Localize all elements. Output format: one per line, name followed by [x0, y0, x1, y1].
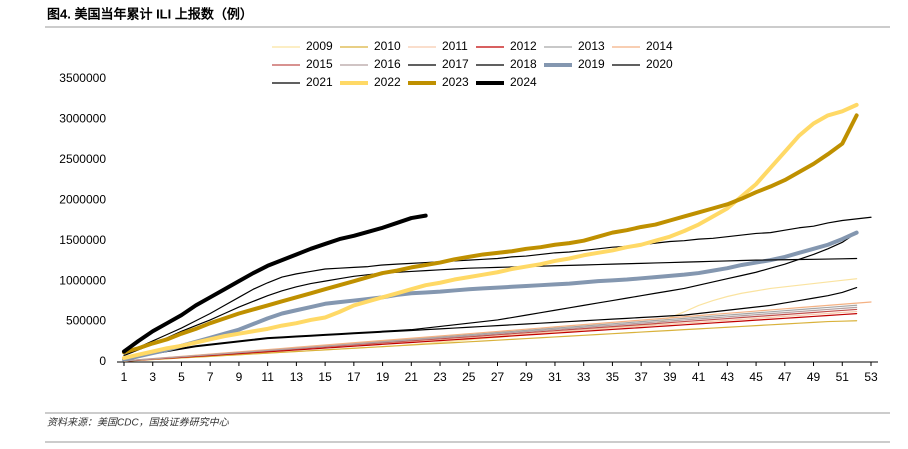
source: 资料来源：美国CDC，国投证券研究中心 — [47, 417, 230, 429]
chart-title: 图4. 美国当年累计 ILI 上报数（例） — [47, 6, 253, 21]
series-line — [122, 113, 859, 355]
x-tick-label: 49 — [807, 370, 821, 384]
x-tick-label: 37 — [634, 370, 648, 384]
y-tick-label: 1000000 — [59, 273, 106, 287]
x-tick-label: 51 — [836, 370, 850, 384]
x-tick-label: 39 — [663, 370, 677, 384]
y-tick-label: 3500000 — [59, 71, 106, 85]
series-line — [123, 320, 858, 362]
legend-label: 2009 — [306, 39, 333, 53]
y-tick-label: 2500000 — [59, 152, 106, 166]
x-tick-label: 9 — [236, 370, 243, 384]
y-tick-label: 0 — [99, 354, 106, 368]
legend-label: 2011 — [442, 39, 468, 53]
legend-label: 2016 — [374, 57, 401, 71]
series-line — [123, 313, 858, 362]
y-tick-label: 3000000 — [59, 112, 106, 126]
legend-label: 2018 — [510, 57, 537, 71]
legend-label: 2024 — [510, 75, 537, 89]
x-tick-label: 1 — [121, 370, 128, 384]
legend-label: 2014 — [646, 39, 673, 53]
x-tick-label: 5 — [178, 370, 185, 384]
x-tick-label: 43 — [721, 370, 735, 384]
series-line — [123, 301, 872, 362]
legend-label: 2023 — [442, 75, 469, 89]
x-tick-label: 47 — [778, 370, 792, 384]
y-tick-label: 2000000 — [59, 192, 106, 206]
x-tick-label: 3 — [149, 370, 156, 384]
series-line — [123, 232, 858, 359]
legend-label: 2017 — [442, 57, 469, 71]
x-tick-label: 33 — [577, 370, 591, 384]
legend-label: 2015 — [306, 57, 333, 71]
legend-label: 2020 — [646, 57, 673, 71]
legend-label: 2013 — [578, 39, 605, 53]
series-line — [123, 287, 858, 360]
x-tick-label: 35 — [606, 370, 620, 384]
y-tick-label: 500000 — [66, 314, 106, 328]
series-line — [123, 306, 858, 362]
x-tick-label: 17 — [347, 370, 361, 384]
x-tick-label: 21 — [405, 370, 419, 384]
series-line — [122, 213, 428, 354]
series-line — [122, 230, 859, 362]
x-tick-label: 45 — [749, 370, 763, 384]
y-tick-label: 1500000 — [59, 233, 106, 247]
legend-label: 2012 — [510, 39, 537, 53]
legend-label: 2021 — [306, 75, 333, 89]
x-tick-label: 23 — [433, 370, 447, 384]
series-line — [123, 216, 872, 355]
x-tick-label: 11 — [261, 370, 274, 384]
x-tick-label: 19 — [376, 370, 390, 384]
legend-label: 2010 — [374, 39, 401, 53]
x-tick-label: 27 — [491, 370, 505, 384]
x-tick-label: 41 — [692, 370, 706, 384]
series-line — [123, 257, 858, 357]
x-tick-label: 25 — [462, 370, 476, 384]
x-tick-label: 53 — [864, 370, 878, 384]
legend-label: 2022 — [374, 75, 401, 89]
series-line — [123, 278, 858, 362]
legend-label: 2019 — [578, 57, 605, 71]
x-tick-label: 29 — [520, 370, 534, 384]
series-line — [122, 102, 859, 360]
x-tick-label: 7 — [207, 370, 214, 384]
x-tick-label: 13 — [290, 370, 304, 384]
x-tick-label: 15 — [318, 370, 332, 384]
x-tick-label: 31 — [548, 370, 562, 384]
